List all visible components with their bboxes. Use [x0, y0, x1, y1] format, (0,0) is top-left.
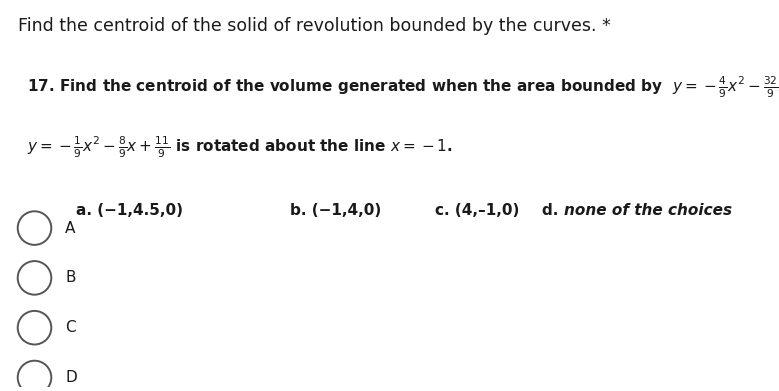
Text: a. (−1,4.5,0): a. (−1,4.5,0) — [76, 203, 184, 218]
Text: C: C — [65, 320, 76, 335]
Text: B: B — [65, 271, 76, 285]
Text: d.: d. — [542, 203, 564, 218]
Text: A: A — [65, 221, 76, 235]
Text: D: D — [65, 370, 77, 385]
Text: c. (4,–1,0): c. (4,–1,0) — [435, 203, 520, 218]
Text: b. (−1,4,0): b. (−1,4,0) — [291, 203, 382, 218]
Text: Find the centroid of the solid of revolution bounded by the curves. *: Find the centroid of the solid of revolu… — [18, 17, 611, 35]
Text: none of the choices: none of the choices — [563, 203, 731, 218]
Text: 17. Find the centroid of the volume generated when the area bounded by  $y = -\f: 17. Find the centroid of the volume gene… — [26, 75, 779, 100]
Text: $y = -\frac{1}{9}x^2 - \frac{8}{9}x + \frac{11}{9}$ is rotated about the line $x: $y = -\frac{1}{9}x^2 - \frac{8}{9}x + \f… — [26, 134, 453, 160]
